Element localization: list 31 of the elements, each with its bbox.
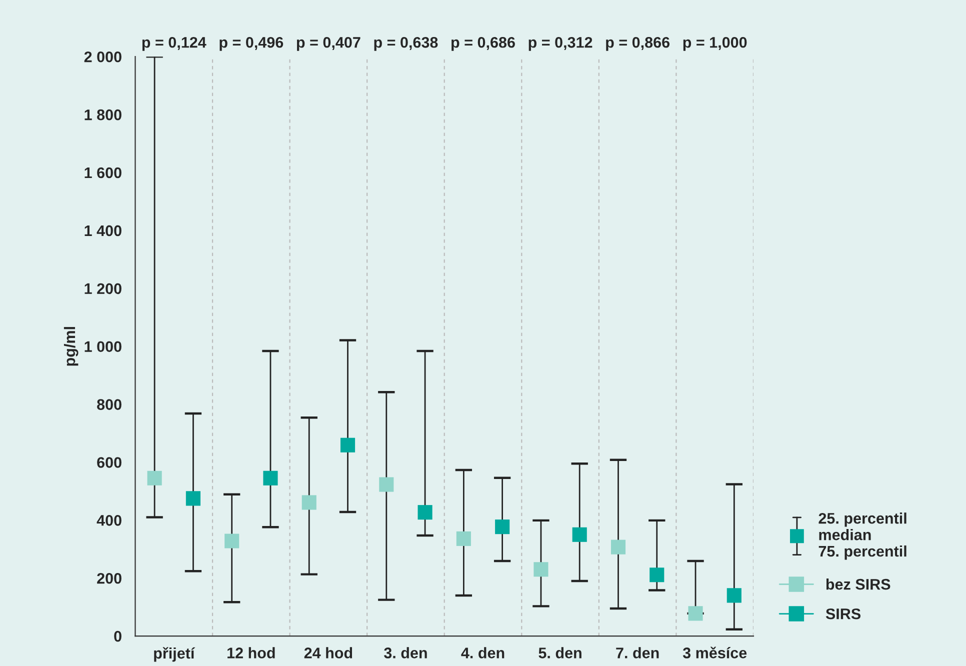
y-tick-label: 1 600 <box>84 167 122 178</box>
y-tick-label: 1 200 <box>84 283 122 294</box>
y-tick-label: 600 <box>97 457 122 468</box>
y-tick-label: 800 <box>97 399 122 410</box>
text: p = 1,000 <box>683 36 747 51</box>
x-tick-label: přijetí <box>154 647 196 662</box>
x-tick-label: 4. den <box>461 647 504 658</box>
y-axis-title: pg/ml <box>64 327 78 366</box>
y-tick-label: 1 400 <box>84 225 122 236</box>
text: p = 0,638 <box>374 36 438 51</box>
text: p = 0,866 <box>606 36 670 51</box>
text: 25. percentil median 75. percentil <box>818 512 906 560</box>
text: p = 0,124 <box>142 36 206 51</box>
legend-label: SIRS <box>826 608 860 620</box>
x-tick-label: 7. den <box>616 647 659 658</box>
x-tick-label: 3. den <box>384 647 427 658</box>
y-tick-label: 200 <box>97 572 122 584</box>
x-tick-label: 12 hod <box>228 647 275 658</box>
y-tick-label: 400 <box>96 515 122 526</box>
x-tick-label: 5. den <box>538 647 582 658</box>
text: p = 0,312 <box>528 36 592 51</box>
y-tick-label: 1 000 <box>84 341 122 352</box>
text: p = 0,407 <box>296 36 360 51</box>
x-tick-label: 3 měsíce <box>682 646 747 658</box>
text: p = 0,496 <box>220 36 284 51</box>
y-tick-label: 0 <box>114 630 122 642</box>
x-tick-label: 24 hod <box>304 647 352 658</box>
text: p = 0,686 <box>452 36 515 51</box>
y-tick-label: 2 000 <box>84 51 122 62</box>
legend-label: bez SIRS <box>826 578 890 590</box>
y-tick-label: 1 800 <box>84 109 122 120</box>
